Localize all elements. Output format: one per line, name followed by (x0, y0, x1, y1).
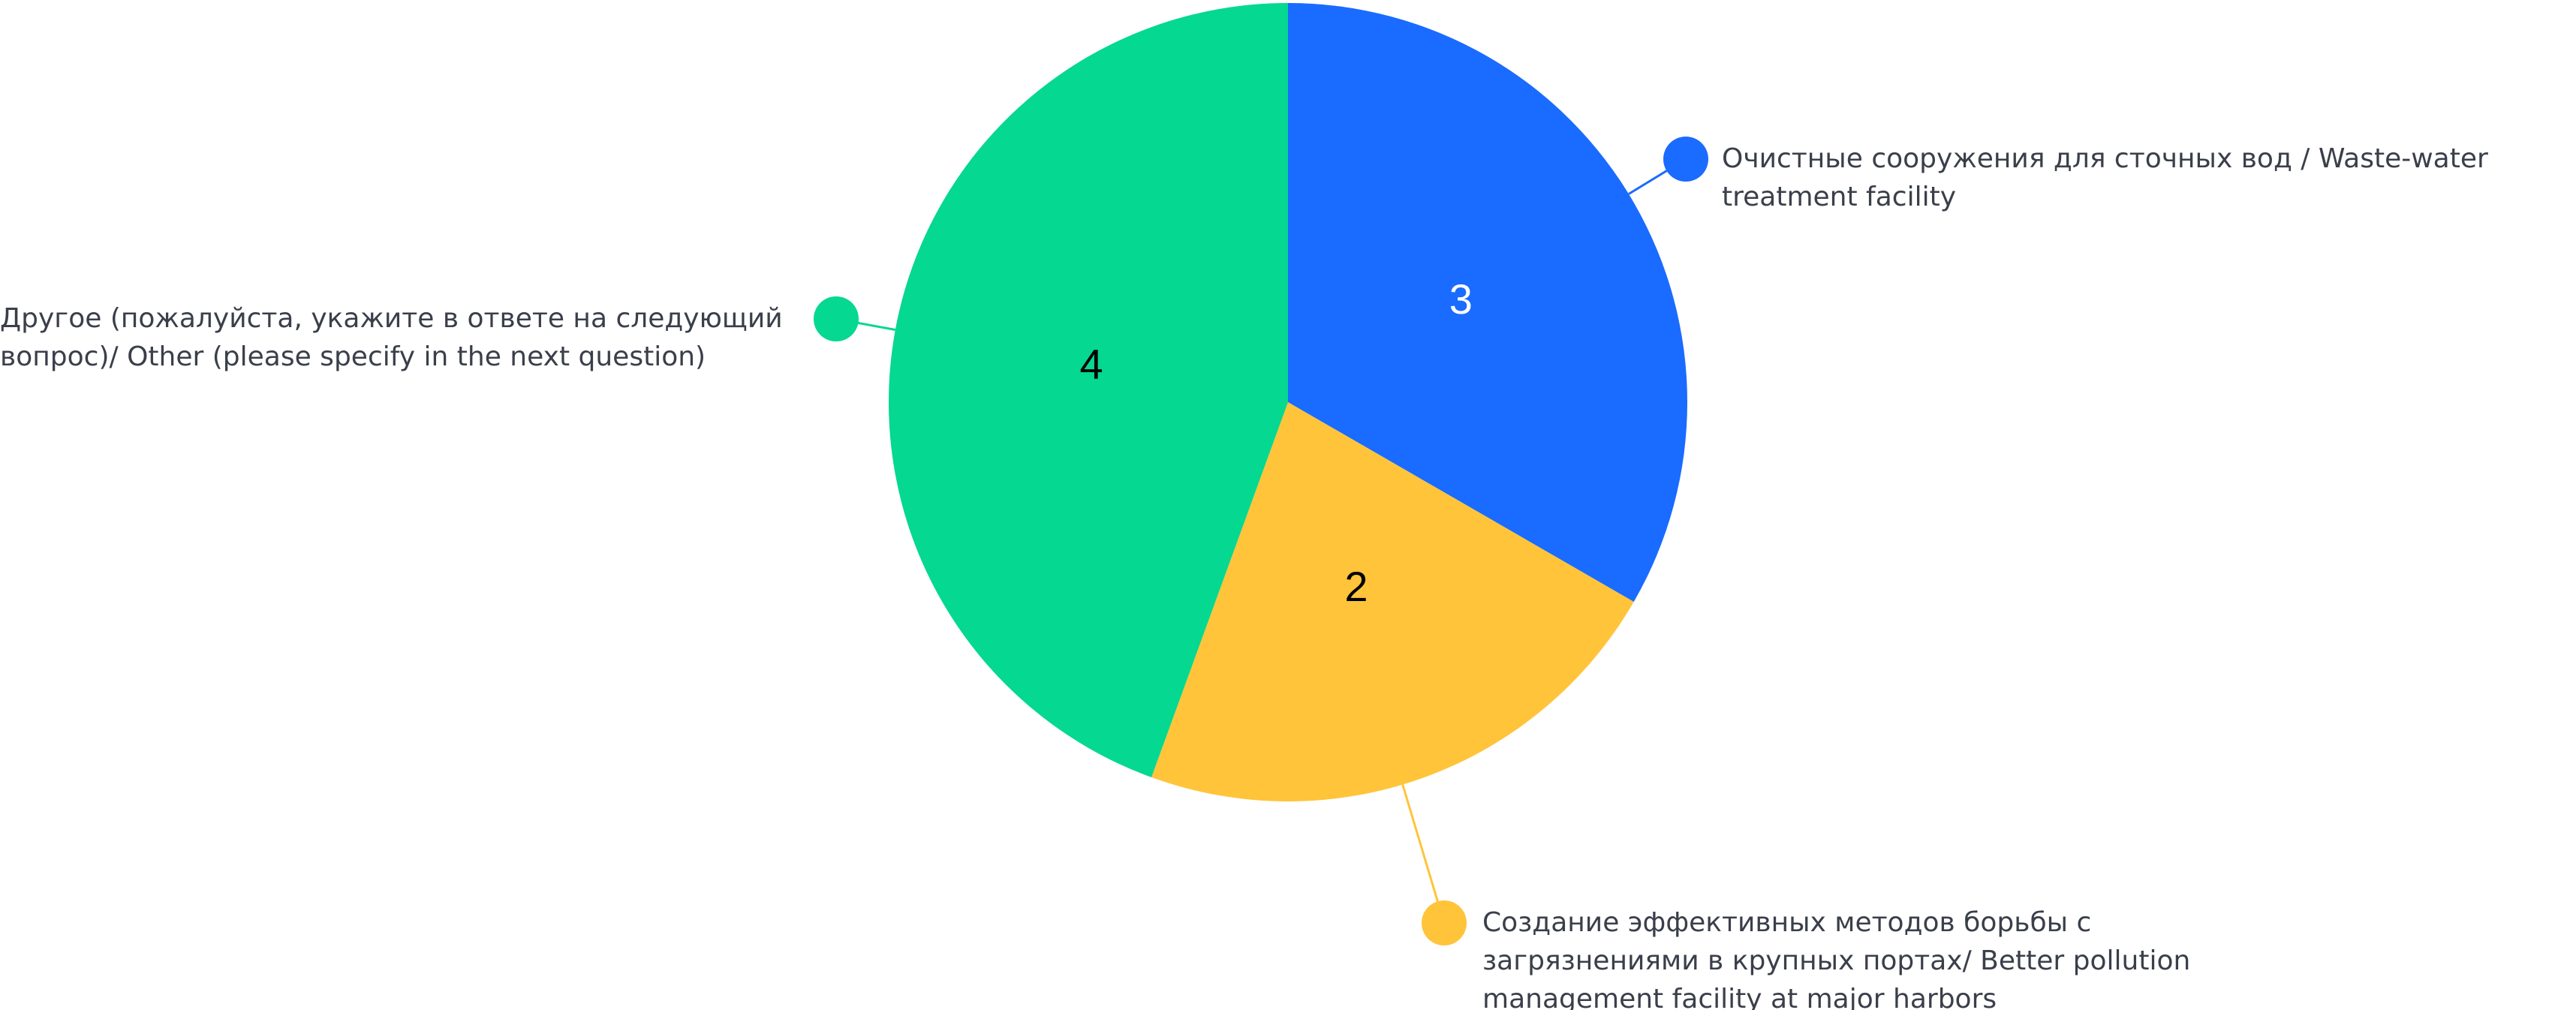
legend-label: Очистные сооружения для сточных вод / Wa… (1722, 143, 2488, 212)
pie-slice (888, 3, 1288, 777)
value-label: 4 (1079, 341, 1103, 388)
callout-line (1401, 784, 1446, 924)
legend-label: Другое (пожалуйста, укажите в ответе на … (0, 303, 783, 372)
legend-label: Создание эффективных методов борьбы с за… (1482, 907, 2191, 1010)
pie-slice (1151, 402, 1634, 802)
value-label: 2 (1344, 563, 1368, 610)
legend-dot (814, 296, 859, 341)
pie-slice (1288, 3, 1687, 602)
legend-dot (1663, 137, 1708, 182)
legend-dot (1422, 900, 1467, 945)
value-label: 3 (1449, 275, 1473, 323)
